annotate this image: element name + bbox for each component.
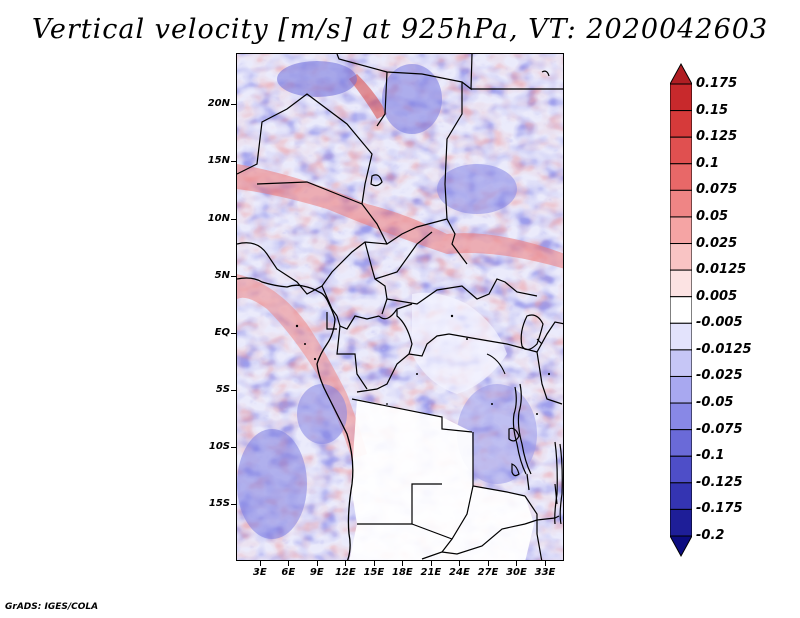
colorbar-label: 0.05 — [696, 208, 729, 224]
colorbar-label: 0.175 — [696, 76, 738, 91]
colorbar-label: -0.025 — [696, 368, 743, 384]
latitude-tick-label: 15N — [207, 155, 230, 167]
latitude-tick-label: 5N — [214, 269, 230, 281]
longitude-tick-label: 21E — [420, 567, 442, 578]
colorbar-segment — [670, 375, 692, 404]
longitude-tick — [402, 561, 404, 566]
lakes — [370, 70, 563, 525]
colorbar-segment — [670, 269, 692, 298]
colorbar-label: -0.0125 — [696, 341, 752, 357]
colorbar-segment — [670, 429, 692, 457]
colorbar-segment — [670, 455, 692, 484]
colorbar-label: -0.2 — [696, 528, 725, 543]
near-zero-region — [349, 292, 534, 560]
colorbar-label: -0.175 — [696, 501, 743, 517]
country-borders — [237, 54, 563, 560]
colorbar-segment — [670, 349, 692, 377]
colorbar-top-arrow — [670, 62, 692, 85]
latitude-tick-label: 10S — [208, 440, 230, 452]
longitude-tick-label: 15E — [363, 567, 385, 578]
contour-speckles — [295, 314, 551, 415]
colorbar-label: 0.025 — [696, 235, 738, 251]
longitude-tick — [487, 561, 489, 566]
coastlines — [237, 277, 506, 560]
longitude-tick — [316, 561, 318, 566]
longitude-tick-label: 24E — [449, 567, 470, 578]
longitude-tick — [373, 561, 375, 566]
colorbar-segment — [670, 508, 692, 537]
footer-credit: GrADS: IGES/COLA — [5, 602, 99, 612]
colorbar-segment — [670, 243, 692, 271]
colorbar-segment — [670, 216, 692, 245]
map-panel — [236, 53, 564, 561]
colorbar-label: -0.1 — [696, 448, 725, 464]
longitude-tick-label: 12E — [334, 567, 356, 578]
descent-patches — [237, 61, 537, 539]
colorbar-segment — [670, 322, 692, 351]
longitude-tick — [459, 561, 461, 566]
colorbar-segment — [670, 296, 692, 324]
longitude-tick-label: 33E — [534, 567, 556, 578]
colorbar-label: 0.125 — [696, 129, 738, 145]
latitude-tick — [231, 389, 236, 391]
colorbar-segment — [670, 110, 692, 138]
latitude-tick — [231, 275, 236, 277]
longitude-tick — [345, 561, 347, 566]
colorbar-label: 0.1 — [696, 155, 720, 171]
colorbar-segment — [670, 163, 692, 191]
map-title: Vertical velocity [m/s] at 925hPa, VT: 2… — [31, 14, 769, 45]
colorbar-label: 0.005 — [696, 288, 738, 304]
colorbar-segment — [670, 136, 692, 165]
longitude-tick-label: 18E — [392, 567, 413, 578]
longitude-tick-label: 9E — [309, 567, 324, 578]
longitude-tick — [516, 561, 518, 566]
latitude-tick-label: 10N — [207, 212, 230, 224]
latitude-tick-label: 20N — [207, 98, 230, 110]
longitude-tick-label: 6E — [281, 567, 296, 578]
ascent-bands — [237, 74, 563, 459]
colorbar-label: -0.05 — [696, 395, 734, 411]
longitude-tick-label: 3E — [252, 567, 267, 578]
colorbar — [670, 62, 692, 558]
latitude-tick — [231, 104, 236, 106]
colorbar-label: 0.15 — [696, 102, 729, 118]
latitude-tick — [231, 446, 236, 448]
latitude-tick-label: EQ — [214, 326, 230, 338]
latitude-tick — [231, 332, 236, 334]
latitude-tick — [231, 161, 236, 163]
latitude-tick-label: 5S — [215, 383, 230, 395]
colorbar-segment — [670, 83, 692, 112]
longitude-tick — [430, 561, 432, 566]
colorbar-label: -0.005 — [696, 315, 743, 331]
colorbar-label: -0.125 — [696, 474, 743, 490]
longitude-tick — [288, 561, 290, 566]
longitude-tick-label: 27E — [477, 567, 499, 578]
longitude-tick-label: 30E — [506, 567, 527, 578]
colorbar-segment — [670, 482, 692, 510]
colorbar-label: -0.075 — [696, 421, 743, 437]
colorbar-segment — [670, 402, 692, 431]
latitude-tick — [231, 503, 236, 505]
colorbar-bottom-arrow — [670, 535, 692, 558]
latitude-tick-label: 15S — [208, 497, 230, 509]
colorbar-segment — [670, 189, 692, 218]
latitude-tick — [231, 218, 236, 220]
colorbar-label: 0.0125 — [696, 262, 747, 278]
colorbar-label: 0.075 — [696, 182, 738, 198]
velocity-field-map — [237, 54, 563, 560]
longitude-tick — [259, 561, 261, 566]
longitude-tick — [544, 561, 546, 566]
